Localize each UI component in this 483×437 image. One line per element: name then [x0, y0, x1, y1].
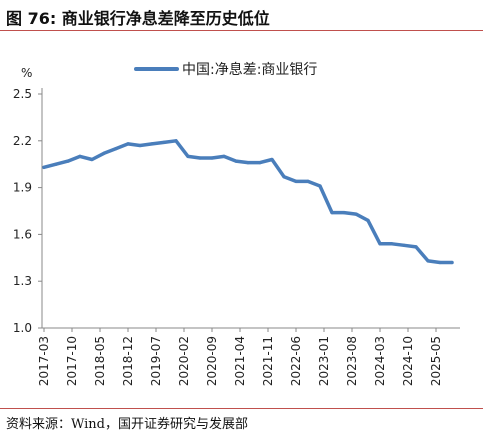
- data-point: [174, 139, 178, 143]
- x-tick-label: 2018-05: [93, 336, 107, 386]
- data-point: [66, 159, 70, 163]
- data-point: [198, 156, 202, 160]
- x-tick-label: 2024-03: [373, 336, 387, 386]
- y-tick-label: 2.5: [13, 87, 32, 101]
- data-point: [234, 159, 238, 163]
- data-point: [258, 161, 262, 165]
- data-point: [450, 260, 454, 265]
- x-tick-label: 2021-11: [261, 336, 275, 386]
- x-tick-label: 2024-10: [401, 336, 415, 386]
- data-point: [318, 184, 322, 188]
- x-tick-label: 2020-09: [205, 336, 219, 386]
- x-tick-label: 2019-07: [149, 336, 163, 386]
- y-tick-label: 1.3: [13, 274, 32, 288]
- data-point: [414, 245, 418, 249]
- data-point: [306, 179, 310, 183]
- data-point: [282, 175, 286, 179]
- data-point: [354, 212, 358, 216]
- data-point: [54, 162, 58, 166]
- data-point: [90, 157, 94, 162]
- x-tick-label: 2018-12: [121, 336, 135, 386]
- x-tick-label: 2023-08: [345, 336, 359, 386]
- data-point: [378, 242, 382, 246]
- legend-label: 中国:净息差:商业银行: [182, 61, 317, 78]
- source-note: 资料来源：Wind，国开证券研究与发展部: [6, 417, 248, 432]
- series-group: [42, 139, 454, 265]
- data-point: [342, 211, 346, 215]
- legend: 中国:净息差:商业银行: [134, 61, 317, 78]
- y-tick-label: 1.9: [13, 181, 32, 195]
- data-point: [210, 156, 214, 160]
- data-point: [138, 143, 142, 148]
- y-tick-label: 1.6: [13, 227, 32, 241]
- x-tick-label: 2022-06: [289, 336, 303, 386]
- data-point: [390, 242, 394, 246]
- x-tick-label: 2023-01: [317, 336, 331, 386]
- data-point: [78, 154, 82, 158]
- data-point: [426, 259, 430, 263]
- footer-divider: [0, 408, 483, 409]
- data-point: [246, 161, 250, 165]
- data-point: [330, 211, 334, 215]
- y-unit-label: %: [21, 66, 32, 80]
- data-point: [222, 154, 226, 158]
- data-point: [270, 157, 274, 162]
- data-point: [294, 179, 298, 183]
- y-tick-labels: 1.0 1.3 1.6 1.9 2.2 2.5: [13, 87, 42, 335]
- x-tick-label: 2017-03: [37, 336, 51, 386]
- data-point: [402, 243, 406, 247]
- data-point: [150, 142, 154, 146]
- axes: [41, 88, 460, 329]
- x-tick-label: 2025-05: [429, 336, 443, 386]
- data-point: [114, 147, 118, 151]
- x-tick-labels: 2017-03 2017-10 2018-05 2018-12 2019-07 2020-…: [37, 328, 443, 386]
- x-tick-label: 2017-10: [65, 336, 79, 386]
- data-point: [438, 260, 442, 265]
- y-tick-label: 1.0: [13, 321, 32, 335]
- x-tick-label: 2020-02: [177, 336, 191, 386]
- data-point: [366, 218, 370, 222]
- x-tick-label: 2021-04: [233, 336, 247, 386]
- data-point: [42, 165, 46, 169]
- y-tick-label: 2.2: [13, 134, 32, 148]
- title-divider: [0, 30, 483, 31]
- data-point: [126, 142, 130, 146]
- data-point: [162, 140, 166, 144]
- data-point: [186, 154, 190, 158]
- figure-title: 图 76: 商业银行净息差降至历史低位: [6, 9, 270, 28]
- data-point: [102, 151, 106, 155]
